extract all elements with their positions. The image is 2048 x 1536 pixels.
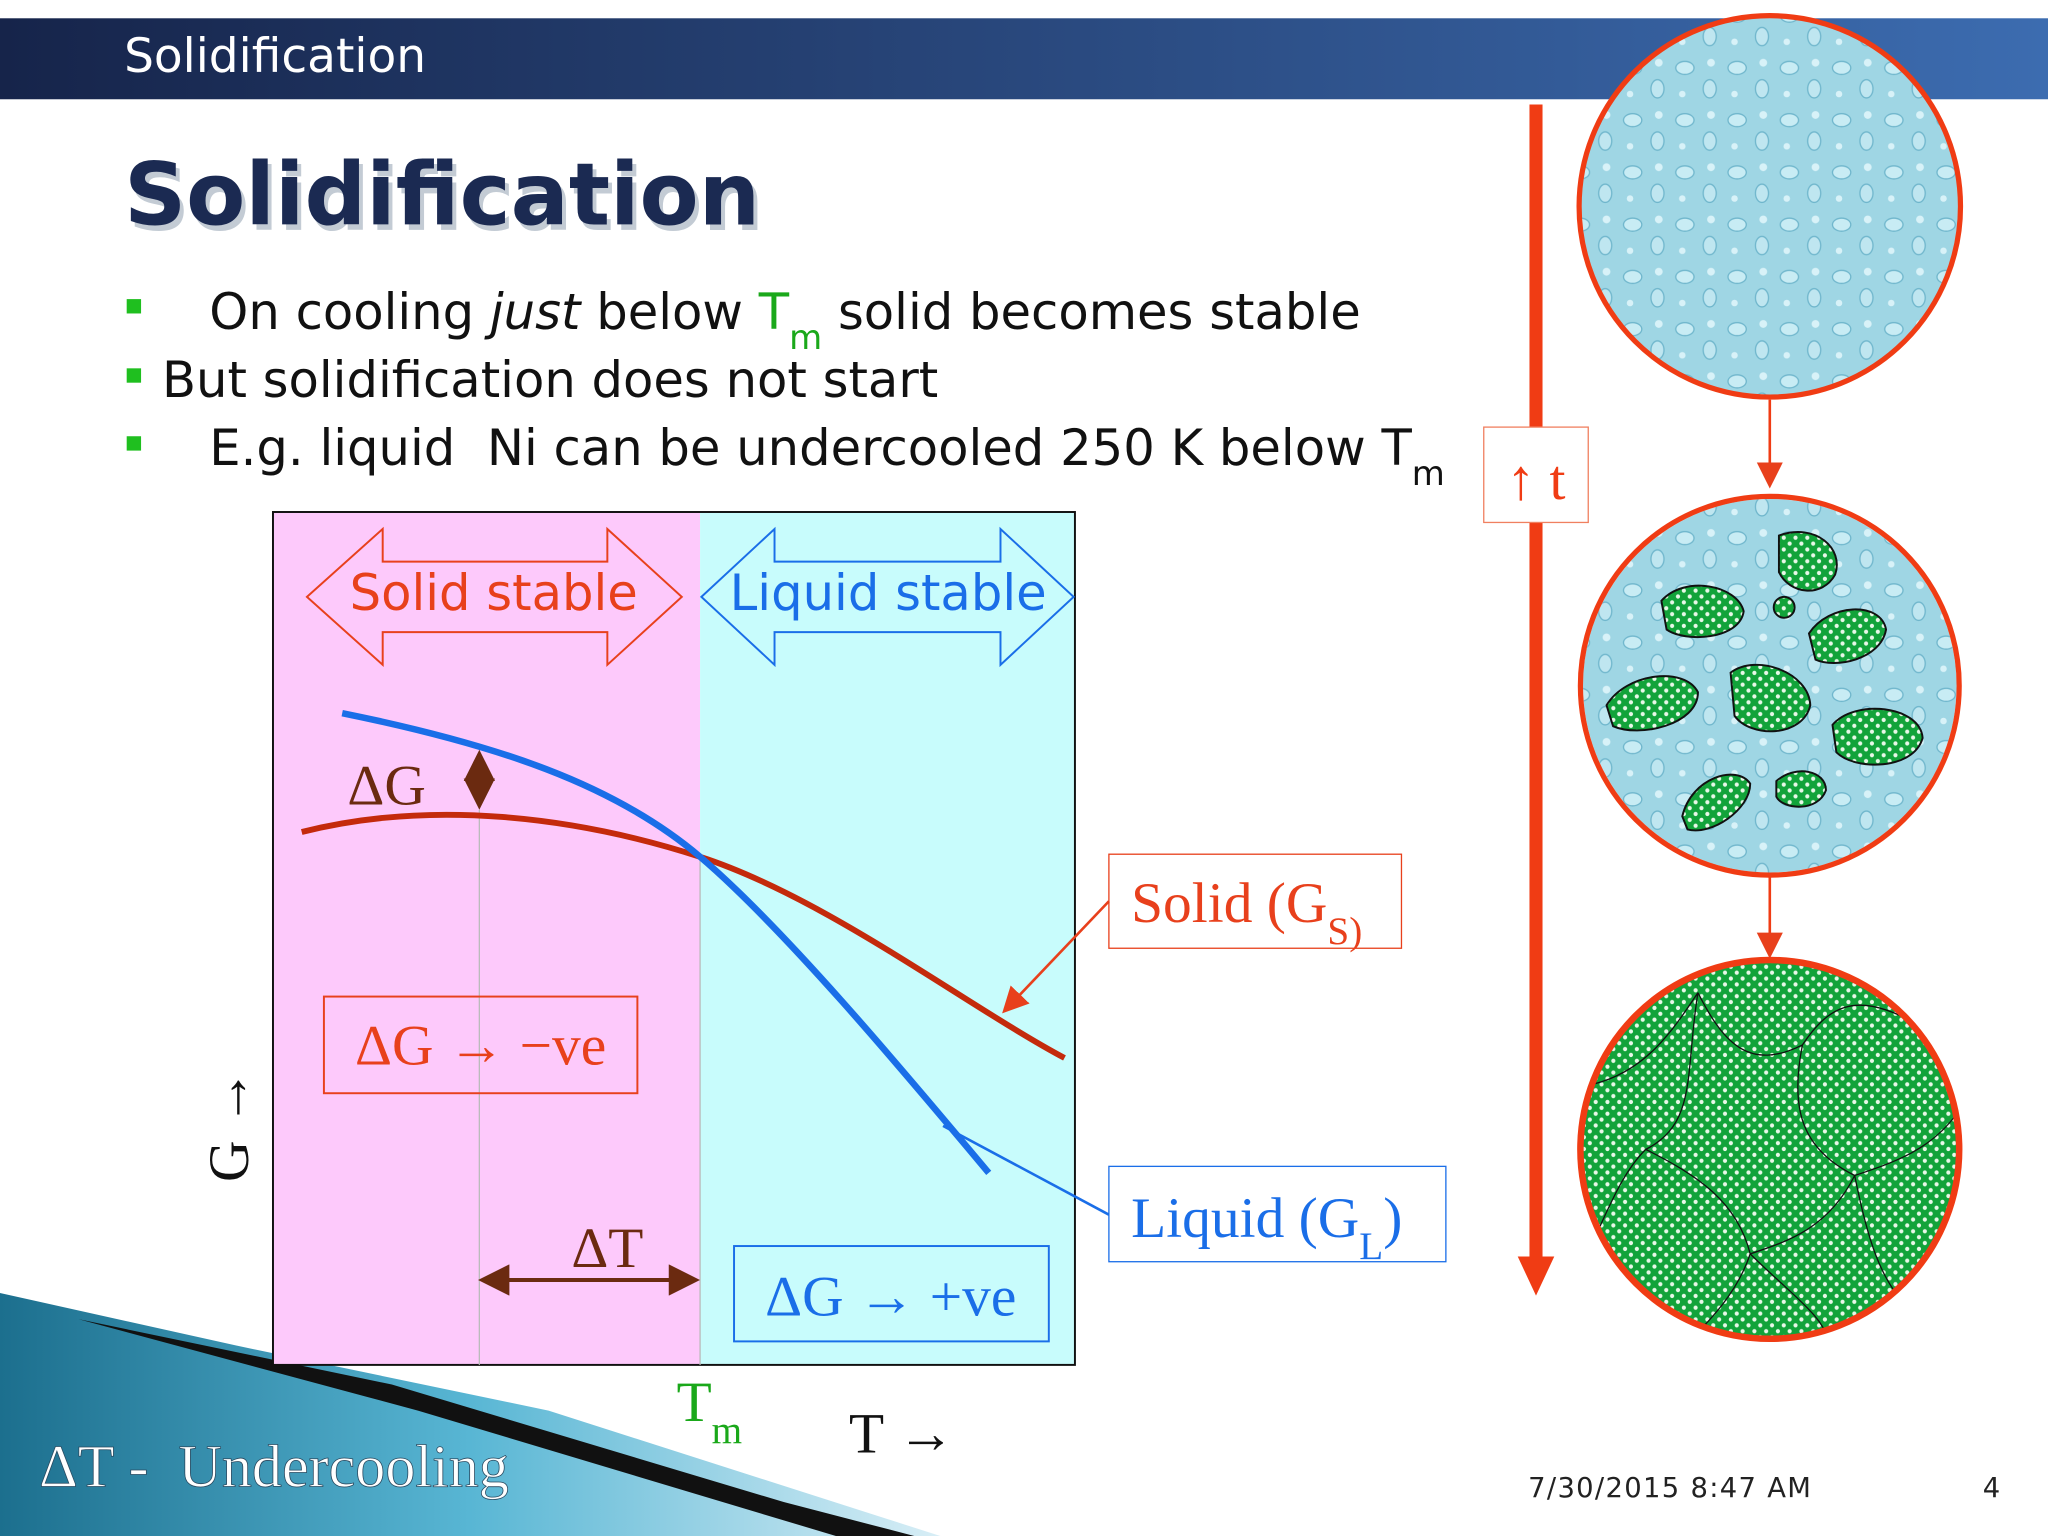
slide-title: Solidification [124,146,760,246]
bullet: On cooling just below Tm solid becomes s… [162,283,1377,358]
bullet-marker [126,299,142,314]
tm-label: Tm [677,1371,743,1452]
label-box [322,995,639,1095]
liquid-stable-label: Liquid stable [730,564,1047,622]
time-arrow-head [1517,1256,1555,1296]
solid-stable-label: Solid stable [350,564,638,622]
subscript: m [1412,454,1445,494]
bullet-marker [126,436,142,451]
time-label: ↑ t [1506,449,1565,512]
header-title: Solidification [124,29,426,84]
subscript: S) [1327,910,1362,953]
footer-date: 7/30/2015 8:47 AM [1528,1473,1812,1504]
decoration [78,1319,915,1536]
subscript: m [712,1409,742,1452]
solid-region [272,512,701,1365]
liquid-label: Liquid (GL) [1131,1187,1402,1268]
liquid-label-text: ) [1383,1187,1402,1250]
bullet-text: On cooling [209,283,490,341]
bullet-emphasis: just [484,283,582,341]
g-axis-label: G → [198,1069,261,1182]
bullet: But solidification does not start [162,351,938,409]
pointer [1002,900,1110,1014]
subscript: m [789,318,822,358]
delta-g-negative: ΔG → −ve [355,1014,606,1077]
double-arrow [305,526,684,668]
bullet-text: But solidification does not start [162,351,938,409]
undercooling-note: ΔT - Undercooling [39,1432,509,1499]
delta-g-label: ΔG [347,755,425,818]
label-box [733,1245,1050,1343]
delta-g-positive: ΔG → +ve [765,1265,1016,1328]
solid-label-text: Solid (G [1131,872,1327,935]
label-box [1483,426,1589,524]
bullet-text: below [580,283,758,341]
solid-label: Solid (GS) [1131,872,1362,953]
t-axis-label: T → [849,1402,955,1465]
bullet-text: solid becomes stable [822,283,1361,341]
solid-circle [1583,962,1957,1337]
liquid-curve [341,709,992,1175]
delta-t-label: ΔT [571,1217,643,1280]
liquid-circle [1576,13,1964,400]
circle-border [1577,956,1963,1343]
bullet: E.g. liquid Ni can be undercooled 250 K … [162,419,1461,494]
symbol: T [1380,419,1412,477]
title-shadow: Solidification [128,151,764,251]
subscript: L [1359,1224,1383,1267]
label-box [1108,853,1403,949]
liquid-label-text: Liquid (G [1131,1187,1359,1250]
nucleation-circle [1583,498,1957,873]
bullet-marker [126,368,142,383]
page-number: 4 [1983,1473,2000,1504]
bullet-text: E.g. liquid Ni can be undercooled 250 K … [209,419,1381,477]
symbol: T [758,283,790,341]
liquid-region [700,512,1075,1365]
double-arrow [699,526,1076,668]
pointer [942,1124,1110,1216]
symbol: T [677,1371,712,1434]
